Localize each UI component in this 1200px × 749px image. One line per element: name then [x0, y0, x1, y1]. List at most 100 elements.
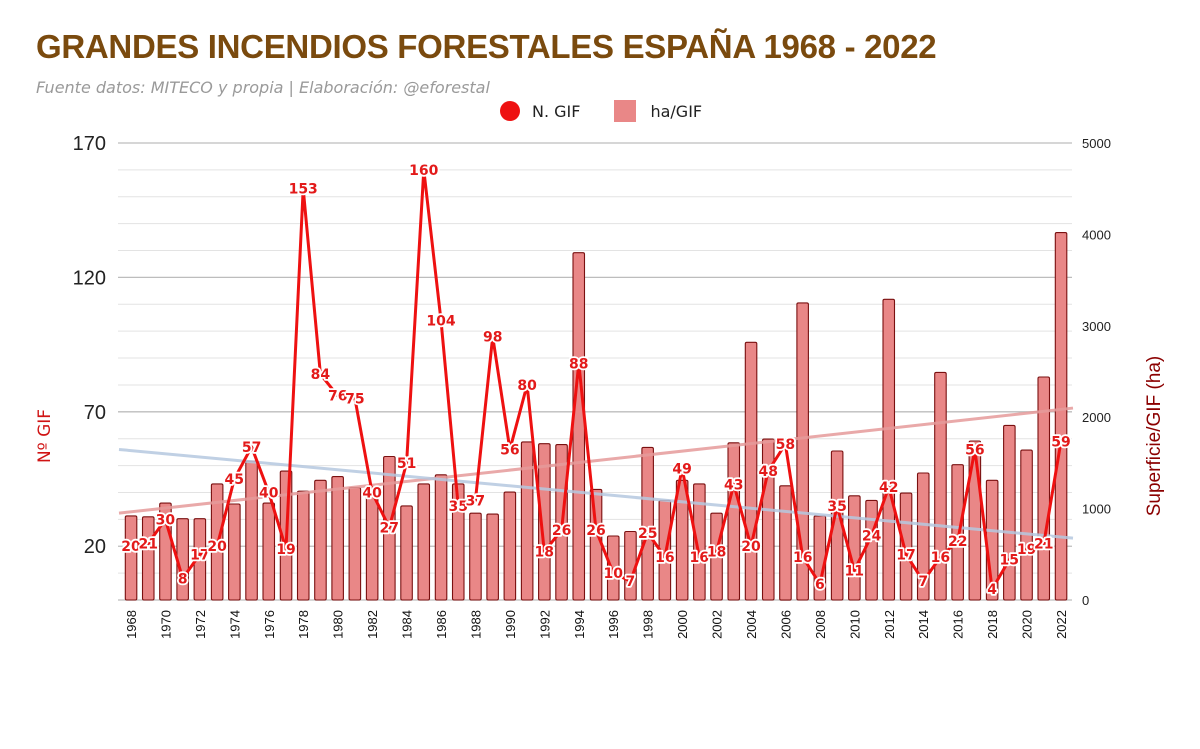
bar-1988: [469, 512, 482, 601]
data-label-2012: 42: [879, 480, 898, 496]
legend-label-n-gif: N. GIF: [532, 101, 581, 121]
x-tick-1978: 1978: [296, 610, 311, 639]
x-tick-2018: 2018: [985, 610, 1000, 639]
data-label-1980: 76: [328, 389, 347, 405]
x-tick-2014: 2014: [916, 610, 931, 639]
y-axis-right-label: Superficie/GIF (ha): [1144, 356, 1165, 517]
x-tick-2006: 2006: [778, 610, 793, 639]
y-left-tick-20: 20: [84, 536, 106, 558]
legend-item-ha-gif: ha/GIF: [614, 100, 702, 122]
data-label-1971: 8: [178, 572, 188, 588]
bar-1968: [124, 515, 138, 601]
data-label-2010: 11: [845, 563, 864, 579]
data-label-1976: 40: [259, 486, 279, 502]
y-right-tick-5000: 5000: [1082, 136, 1111, 151]
data-label-2007: 16: [793, 550, 812, 566]
x-tick-1976: 1976: [262, 610, 277, 639]
bar-1978: [296, 490, 310, 601]
data-label-1984: 51: [397, 456, 416, 472]
data-label-2008: 6: [815, 577, 825, 593]
trend-line-ha-gif: [118, 406, 1074, 515]
data-label-2022: 59: [1051, 434, 1070, 450]
data-label-1973: 20: [207, 539, 227, 555]
data-label-1968: 20: [121, 539, 141, 555]
data-label-2019: 15: [1000, 553, 1019, 569]
line-n-gif: [129, 168, 1063, 591]
y-right-tick-2000: 2000: [1082, 410, 1111, 425]
legend-swatch-n-gif: [500, 101, 520, 121]
bar-1975: [245, 460, 258, 601]
bar-1985: [417, 483, 431, 601]
bar-2007: [796, 302, 809, 601]
y-axis-left: 20 70 120 170: [73, 133, 106, 558]
data-label-1999: 16: [655, 550, 674, 566]
data-label-2006: 58: [776, 437, 795, 453]
y-right-tick-1000: 1000: [1082, 502, 1111, 517]
legend-swatch-ha-gif: [614, 100, 637, 122]
data-label-2005: 48: [758, 464, 777, 480]
y-right-tick-3000: 3000: [1082, 319, 1111, 334]
x-tick-1970: 1970: [158, 610, 173, 639]
data-label-1977: 19: [276, 542, 295, 558]
bar-2012: [882, 298, 896, 601]
bar-2022: [1054, 232, 1068, 601]
y-left-tick-70: 70: [84, 402, 106, 424]
data-label-2013: 17: [896, 547, 915, 563]
bar-2004: [744, 341, 758, 601]
y-right-tick-0: 0: [1082, 593, 1089, 608]
chart-title: GRANDES INCENDIOS FORESTALES ESPAÑA 1968…: [36, 28, 937, 65]
x-tick-1974: 1974: [227, 610, 242, 639]
bar-2011: [865, 499, 878, 601]
bar-2006: [779, 485, 792, 601]
x-tick-1980: 1980: [331, 610, 346, 639]
bar-1974: [228, 503, 241, 601]
bar-1980: [331, 476, 344, 601]
x-tick-2002: 2002: [710, 610, 725, 639]
data-label-1970: 30: [156, 512, 176, 528]
x-tick-2004: 2004: [744, 610, 759, 639]
bar-1984: [400, 505, 413, 601]
data-label-1979: 84: [311, 367, 331, 383]
data-label-2001: 16: [690, 550, 709, 566]
data-label-2020: 19: [1017, 542, 1036, 558]
x-tick-2000: 2000: [675, 610, 690, 639]
data-label-1972: 17: [190, 547, 209, 563]
bar-2003: [727, 442, 741, 601]
legend: N. GIF ha/GIF: [500, 100, 736, 122]
x-tick-1972: 1972: [193, 610, 208, 639]
bar-1987: [451, 483, 465, 601]
data-label-2002: 18: [707, 545, 726, 561]
bar-1981: [348, 487, 362, 601]
bar-1991: [520, 441, 534, 601]
x-tick-1984: 1984: [400, 610, 415, 639]
chart-subtitle: Fuente datos: MITECO y propia | Elaborac…: [36, 78, 490, 97]
data-label-1981: 75: [345, 391, 364, 407]
data-label-1992: 18: [535, 545, 554, 561]
trend-line-n-gif: [118, 447, 1074, 540]
data-label-1969: 21: [138, 537, 157, 553]
bar-1992: [538, 443, 551, 601]
x-axis: 1968 1970 1972 1974 1976 1978 1980 1982 1984 1986…: [124, 610, 1069, 639]
bar-2000: [675, 479, 689, 601]
bar-1989: [486, 513, 499, 601]
data-label-1983: 27: [380, 520, 399, 536]
x-tick-2008: 2008: [813, 610, 828, 639]
data-label-2003: 43: [724, 477, 743, 493]
data-label-1974: 45: [225, 472, 244, 488]
data-label-2015: 16: [931, 550, 950, 566]
data-label-1989: 98: [483, 330, 502, 346]
data-label-2004: 20: [741, 539, 761, 555]
x-tick-1982: 1982: [365, 610, 380, 639]
y-right-tick-4000: 4000: [1082, 227, 1111, 242]
data-label-1994: 88: [569, 356, 588, 372]
data-label-2009: 35: [827, 499, 846, 515]
y-axis-left-label: Nº GIF: [35, 409, 55, 463]
x-tick-1996: 1996: [606, 610, 621, 639]
x-tick-2012: 2012: [882, 610, 897, 639]
y-axis-right: 0 1000 2000 3000 4000 5000: [1082, 136, 1111, 608]
bar-2016: [951, 464, 964, 601]
bar-1972: [193, 518, 207, 601]
data-label-2017: 56: [965, 443, 984, 459]
x-tick-1990: 1990: [503, 610, 518, 639]
